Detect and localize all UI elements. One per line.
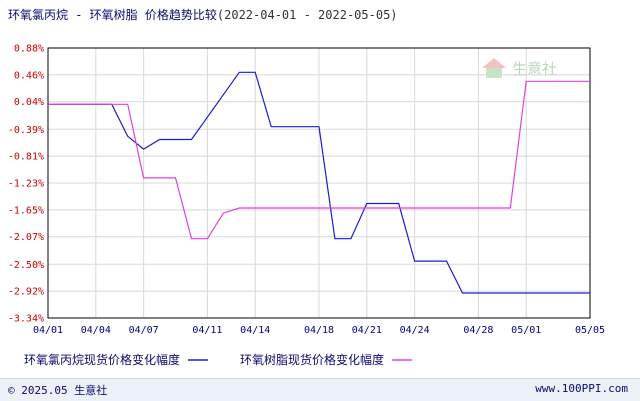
y-tick-label: 0.88%: [14, 44, 44, 55]
plot-frame: [47, 47, 591, 319]
title-range: (2022-04-01 - 2022-05-05): [216, 8, 398, 22]
y-tick-label: -0.39%: [8, 125, 44, 136]
y-tick-label: -3.34%: [8, 314, 44, 325]
y-tick-label: -2.92%: [8, 287, 44, 298]
x-tick-label: 04/14: [240, 325, 270, 336]
house-body-icon: [486, 68, 502, 78]
x-tick-label: 04/07: [129, 325, 159, 336]
x-tick-label: 05/05: [575, 325, 605, 336]
title-main: 环氧氯丙烷 - 环氧树脂 价格趋势比较: [8, 8, 217, 22]
y-tick-label: -0.81%: [8, 152, 44, 163]
series-line-2: [48, 80, 590, 240]
y-tick-label: -2.07%: [8, 232, 44, 243]
x-tick-label: 04/04: [81, 325, 111, 336]
x-tick-label: 04/21: [352, 325, 382, 336]
line-chart: 生意社 0.88% 0.46% 0.04% -0.39% -0.81% -1.23% -1.6…: [8, 44, 605, 368]
y-tick-label: 0.04%: [14, 97, 44, 108]
footer-copyright: © 2025.05 生意社: [8, 384, 108, 397]
x-tick-label: 04/01: [33, 325, 63, 336]
y-tick-label: 0.46%: [14, 70, 44, 81]
series-line-1: [48, 71, 590, 294]
x-tick-label: 04/18: [304, 325, 334, 336]
footer-bar: © 2025.05 生意社 www.100PPI.com: [0, 378, 640, 401]
x-tick-label: 04/24: [400, 325, 430, 336]
x-tick-label: 04/28: [463, 325, 493, 336]
chart-title: 环氧氯丙烷 - 环氧树脂 价格趋势比较(2022-04-01 - 2022-05…: [8, 6, 398, 23]
watermark-text: 生意社: [512, 60, 557, 78]
house-logo-icon: [482, 58, 506, 68]
x-tick-label: 04/11: [192, 325, 222, 336]
x-tick-label: 05/01: [511, 325, 541, 336]
footer-url[interactable]: www.100PPI.com: [535, 382, 628, 395]
watermark-logo: 生意社: [482, 58, 557, 78]
y-tick-label: -2.50%: [8, 260, 44, 271]
y-tick-label: -1.65%: [8, 205, 44, 216]
legend-label-1: 环氧氯丙烷现货价格变化幅度: [24, 352, 180, 367]
legend-label-2: 环氧树脂现货价格变化幅度: [240, 352, 384, 367]
y-tick-label: -1.23%: [8, 179, 44, 190]
